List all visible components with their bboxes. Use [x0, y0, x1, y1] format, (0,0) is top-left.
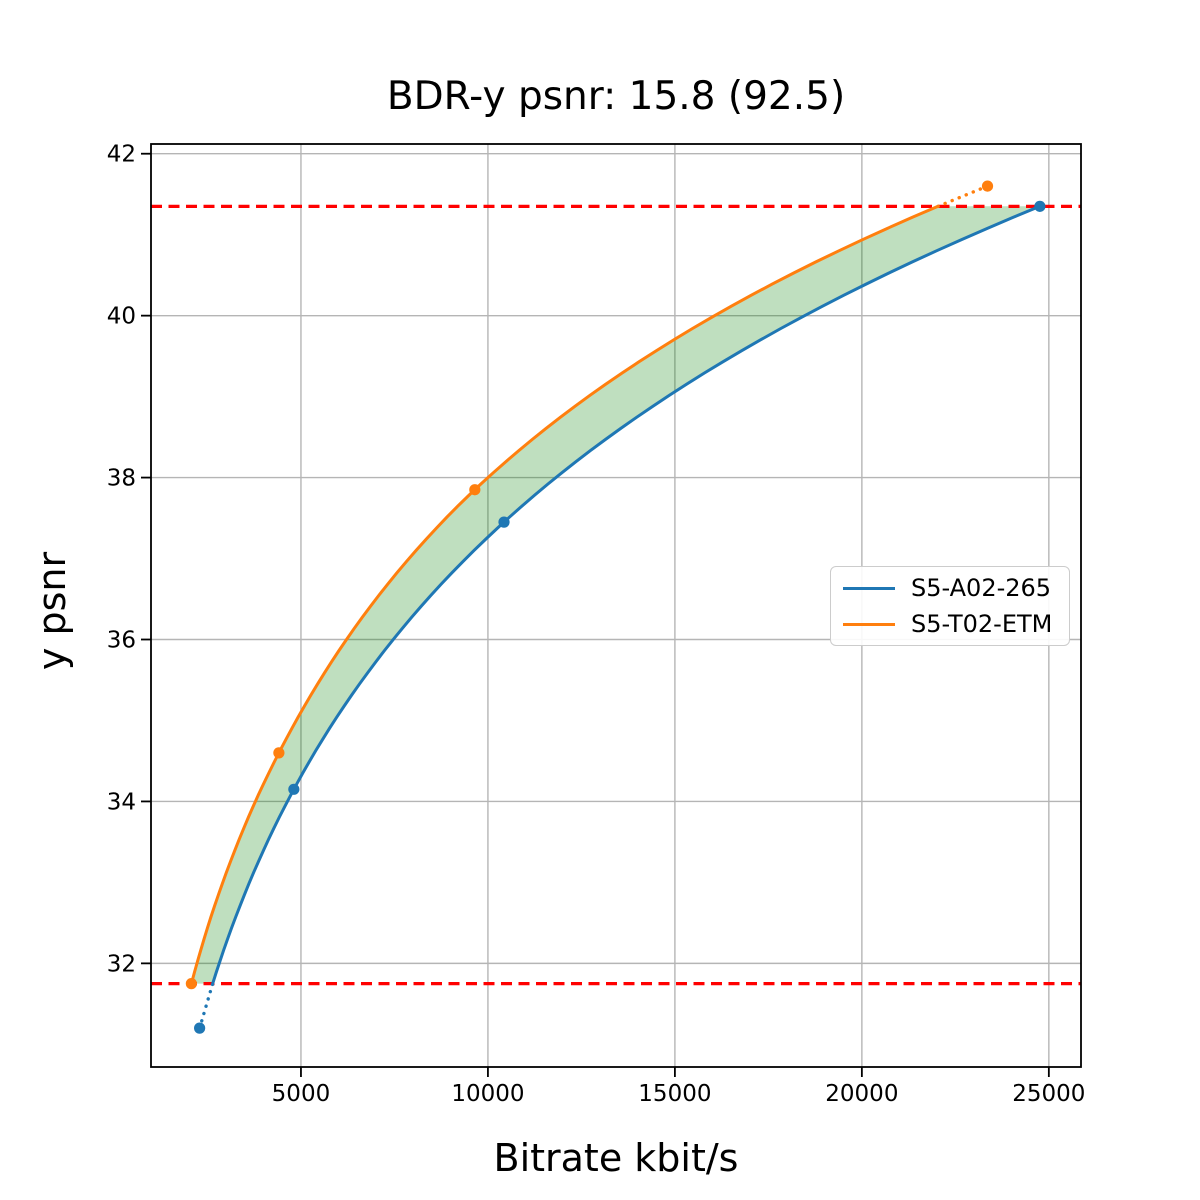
y-tick-label: 32: [107, 951, 136, 977]
data-point-marker: [288, 783, 300, 795]
axes-border: [150, 143, 1082, 1068]
legend-label: S5-T02-ETM: [911, 610, 1053, 638]
y-tick-label: 42: [107, 142, 136, 168]
data-point-marker: [469, 484, 481, 496]
x-tick-label: 25000: [1012, 1081, 1085, 1107]
x-tick-label: 10000: [451, 1081, 524, 1107]
data-point-marker: [498, 516, 510, 528]
y-tick-label: 40: [107, 304, 136, 330]
y-tick-label: 36: [107, 628, 136, 654]
x-tick-label: 15000: [638, 1081, 711, 1107]
chart-title: BDR-y psnr: 15.8 (92.5): [386, 74, 846, 119]
data-point-marker: [185, 978, 197, 990]
data-point-marker: [273, 747, 285, 759]
series-curve-S5-A02-265: [211, 204, 1041, 985]
legend-line-sample-blue: [843, 586, 895, 590]
legend: S5-A02-265 S5-T02-ETM: [830, 566, 1070, 646]
data-point-marker: [194, 1022, 206, 1034]
legend-line-sample-orange: [843, 622, 895, 626]
extrapolation-dotted-segment: [936, 184, 990, 209]
data-point-marker: [1034, 200, 1046, 212]
x-axis-label: Bitrate kbit/s: [493, 1136, 739, 1180]
y-tick-label: 34: [107, 789, 136, 815]
x-tick-label: 5000: [272, 1081, 331, 1107]
legend-item: S5-A02-265: [831, 571, 1069, 605]
legend-label: S5-A02-265: [911, 574, 1052, 602]
y-axis-label: y psnr: [30, 551, 74, 671]
extrapolation-dotted-segment: [197, 981, 215, 1030]
y-tick-label: 38: [107, 466, 136, 492]
data-point-marker: [981, 180, 994, 192]
legend-item: S5-T02-ETM: [831, 607, 1069, 641]
series-curve-S5-T02-ETM: [189, 204, 939, 984]
x-tick-label: 20000: [825, 1081, 898, 1107]
